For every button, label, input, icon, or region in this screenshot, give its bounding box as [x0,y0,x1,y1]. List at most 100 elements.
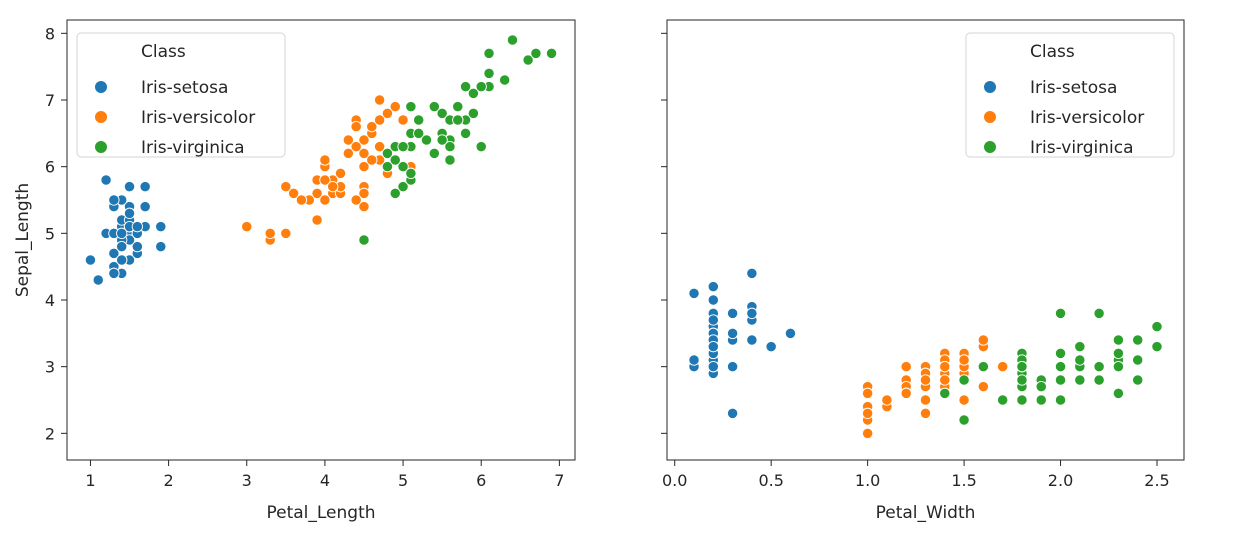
iris-virginica-point [958,414,970,426]
y-tick-label: 6 [45,158,55,177]
petal-width-panel: 0.0 0.5 1.0 1.5 2.0 2.5 Petal_Width Class Iris… [661,19,1185,523]
iris-virginica-point [467,107,480,119]
iris-versicolor-point [350,194,362,206]
petal-width-legend: Class Iris-setosa Iris-versicolor Iris-virg… [965,32,1175,158]
iris-setosa-point [707,314,719,326]
iris-setosa-point [746,334,758,346]
x-tick-label: 0.0 [662,471,687,490]
iris-setosa-point [688,354,700,366]
iris-versicolor-point [280,181,292,193]
iris-virginica-point [939,387,951,399]
iris-versicolor-point [241,221,253,233]
iris-versicolor-point [939,374,951,386]
x-tick-label: 2.0 [1048,471,1073,490]
x-tick-label: 4 [320,471,330,490]
petal-length-x-ticks: 1 2 3 4 5 6 7 [85,460,564,490]
iris-virginica-point [977,361,990,373]
iris-setosa-point [746,307,758,319]
iris-virginica-point [530,47,542,59]
iris-virginica-point [389,154,401,166]
iris-virginica-point [475,81,487,93]
iris-setosa-point [707,361,719,373]
iris-virginica-point [444,154,456,166]
iris-setosa-point [116,241,128,253]
iris-virginica-point [1016,361,1028,373]
iris-virginica-point [483,47,495,59]
iris-virginica-point [413,127,425,139]
iris-versicolor-point [319,154,331,166]
iris-virginica-point [397,161,409,173]
iris-virginica-point [459,127,472,139]
petal-width-plot-frame [666,19,1185,461]
iris-setosa-point [155,221,167,233]
iris-virginica-point [459,81,472,93]
iris-setosa-point [726,407,739,419]
iris-versicolor-legend-label: Iris-versicolor [1030,108,1144,128]
iris-virginica-point [1151,341,1163,353]
iris-virginica-point [1054,307,1067,319]
iris-virginica-point [506,34,519,46]
x-tick-label: 0.5 [758,471,783,490]
iris-versicolor-point [366,121,378,133]
y-tick-label: 3 [45,358,55,377]
petal-width-x-axis-title: Petal_Width [876,503,976,523]
iris-virginica-point [436,107,448,119]
iris-setosa-point [707,294,719,306]
iris-virginica-point [405,167,417,179]
iris-versicolor-point [977,334,990,346]
y-tick-label: 8 [45,24,55,43]
iris-versicolor-point [389,101,401,113]
iris-virginica-point [1074,341,1086,353]
iris-versicolor-point [319,194,331,206]
iris-versicolor-point [861,407,874,419]
y-tick-label: 5 [45,224,55,243]
x-tick-label: 2 [164,471,174,490]
iris-virginica-point [405,101,417,113]
iris-virginica-point [397,141,409,153]
iris-versicolor-point [280,227,292,239]
iris-versicolor-point [327,181,339,193]
iris-versicolor-point [366,154,378,166]
iris-virginica-legend-marker [94,140,108,154]
iris-setosa-point [123,181,136,193]
iris-versicolor-point [350,141,362,153]
iris-virginica-point [381,147,394,159]
x-tick-label: 2.5 [1144,471,1169,490]
iris-virginica-point [1035,381,1047,393]
iris-setosa-point [765,341,777,353]
x-tick-label: 7 [554,471,564,490]
iris-virginica-point [522,54,534,66]
iris-virginica-point [389,187,401,199]
petal-length-panel: 1 2 3 4 5 6 7 2 3 4 5 6 7 8 Petal_Length Sepal_Lengt… [13,19,576,523]
iris-versicolor-point [373,141,386,153]
iris-versicolor-point [358,201,370,213]
iris-virginica-point [358,234,370,246]
iris-versicolor-point [319,174,331,186]
iris-versicolor-point [997,361,1009,373]
iris-versicolor-point [287,187,300,199]
iris-setosa-legend-label: Iris-setosa [1030,78,1117,98]
iris-virginica-point [1054,394,1067,406]
iris-versicolor-point [919,407,932,419]
iris-virginica-point [545,47,558,59]
iris-versicolor-point [350,121,362,133]
iris-virginica-point [1112,387,1125,399]
petal-length-y-ticks: 2 3 4 5 6 7 8 [45,24,67,443]
iris-virginica-point [499,74,511,86]
x-tick-label: 5 [398,471,408,490]
iris-versicolor-legend-marker [983,110,997,124]
iris-virginica-point [997,394,1009,406]
iris-setosa-point [131,241,143,253]
y-tick-label: 7 [45,91,55,110]
iris-versicolor-point [900,387,912,399]
iris-virginica-point [436,134,448,146]
iris-versicolor-point [919,394,932,406]
iris-setosa-point [784,327,797,339]
iris-virginica-point [475,141,487,153]
iris-virginica-point [1112,347,1125,359]
iris-setosa-point [726,327,739,339]
iris-virginica-point [444,141,456,153]
petal-width-x-ticks: 0.0 0.5 1.0 1.5 2.0 2.5 [662,460,1170,490]
iris-virginica-point [428,147,440,159]
